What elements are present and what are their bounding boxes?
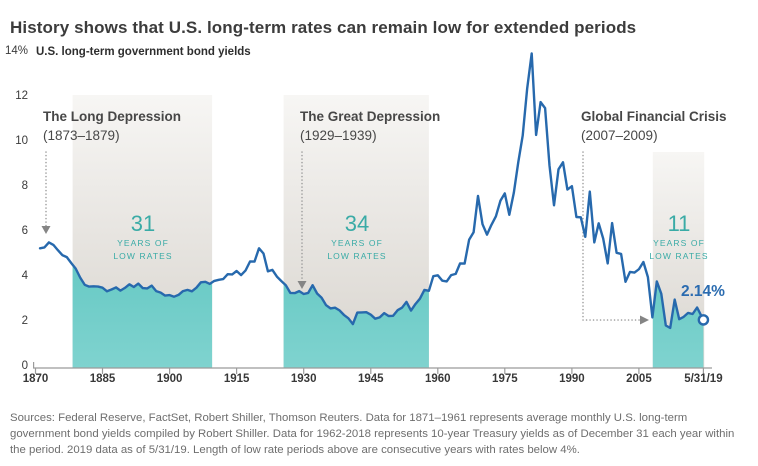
- y-axis-tick-label: 10: [15, 135, 28, 147]
- y-axis-tick-label: 12: [15, 90, 28, 102]
- annotation-arrowhead: [640, 315, 649, 325]
- annotation-title: Global Financial Crisis: [581, 109, 727, 124]
- y-axis-tick-label: 8: [21, 180, 28, 192]
- badge-caption-line2: LOW RATES: [649, 251, 709, 261]
- annotation-title: The Great Depression: [300, 109, 441, 124]
- x-axis-tick-label: 1900: [156, 373, 183, 385]
- badge-34-years-low-rates: 34 YEARS OF LOW RATES: [292, 212, 422, 262]
- y-axis-tick-label: 2: [21, 315, 28, 327]
- annotation-years: (1929–1939): [300, 128, 377, 143]
- annotation-arrowhead: [297, 281, 307, 289]
- x-axis-tick-label: 1885: [89, 373, 116, 385]
- badge-number: 31: [130, 211, 156, 236]
- annotation-financial-crisis: Global Financial Crisis (2007–2009): [581, 107, 727, 145]
- chart-subtitle: U.S. long-term government bond yields: [36, 46, 251, 58]
- badge-number: 11: [667, 211, 691, 236]
- x-axis-tick-label: 1930: [290, 373, 317, 385]
- x-axis-tick-label: 1990: [559, 373, 585, 385]
- badge-caption-line1: YEARS OF: [117, 238, 169, 248]
- badge-caption-line1: YEARS OF: [653, 238, 705, 248]
- badge-11-years-low-rates: 11 YEARS OF LOW RATES: [614, 212, 744, 262]
- x-axis-tick-label: 1945: [357, 373, 384, 385]
- annotation-great-depression: The Great Depression (1929–1939): [300, 107, 440, 145]
- latest-value-marker: [697, 314, 710, 326]
- y-axis-tick-label: 0: [21, 360, 28, 372]
- badge-number: 34: [344, 211, 370, 236]
- y-axis-tick-label: 14%: [4, 45, 28, 57]
- annotation-arrowhead: [41, 226, 51, 234]
- annotation-years: (2007–2009): [581, 128, 658, 143]
- annotation-title: The Long Depression: [43, 109, 182, 124]
- annotation-long-depression: The Long Depression (1873–1879): [43, 107, 181, 145]
- latest-value-label: 2.14%: [681, 283, 725, 300]
- page-title: History shows that U.S. long-term rates …: [10, 18, 637, 38]
- badge-caption-line2: LOW RATES: [113, 251, 173, 261]
- x-axis-tick-label: 2005: [626, 373, 652, 385]
- x-axis-tick-label: 5/31/19: [684, 373, 723, 385]
- annotation-years: (1873–1879): [43, 128, 120, 143]
- bond-yield-line: [38, 52, 705, 330]
- y-axis-tick-label: 6: [21, 225, 28, 237]
- sources-footnote: Sources: Federal Reserve, FactSet, Rober…: [10, 412, 735, 456]
- x-axis-tick-label: 1915: [223, 373, 250, 385]
- x-axis-tick-label: 1960: [425, 373, 451, 385]
- badge-caption-line2: LOW RATES: [327, 251, 387, 261]
- x-axis-tick-label: 1975: [492, 373, 518, 385]
- x-axis-tick-label: 1870: [22, 373, 49, 385]
- badge-caption-line1: YEARS OF: [331, 238, 383, 248]
- badge-31-years-low-rates: 31 YEARS OF LOW RATES: [78, 212, 208, 262]
- y-axis-tick-label: 4: [21, 270, 28, 282]
